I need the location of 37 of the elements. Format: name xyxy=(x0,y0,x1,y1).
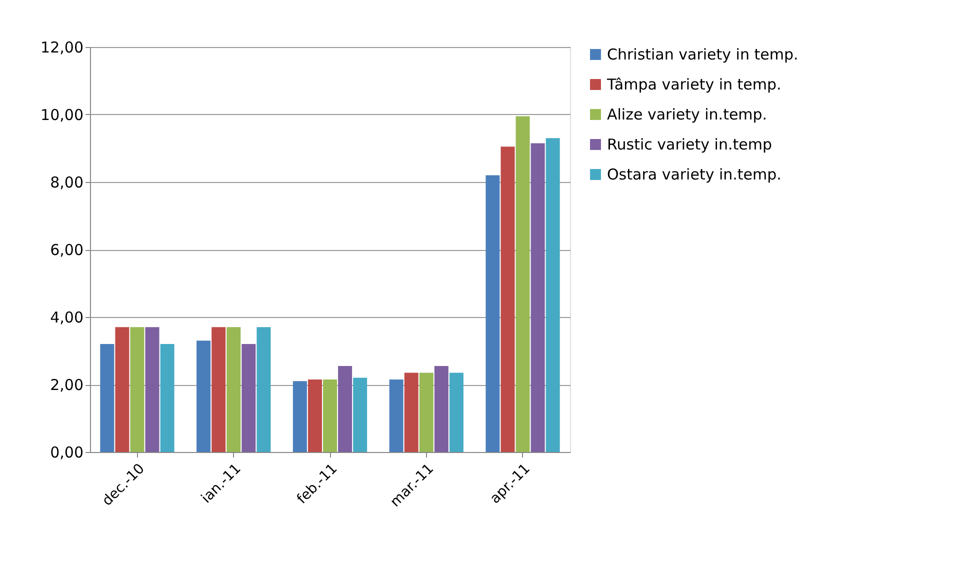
legend-label: Ostara variety in.temp. xyxy=(607,166,782,184)
bar xyxy=(196,340,211,452)
bar xyxy=(486,175,500,452)
legend-label: Rustic variety in.temp xyxy=(607,136,772,154)
bar xyxy=(212,327,226,452)
bar xyxy=(100,344,114,452)
bar xyxy=(256,327,271,452)
bar xyxy=(145,327,160,452)
bar xyxy=(449,372,464,452)
bar xyxy=(226,327,241,452)
y-tick-label: 8,00 xyxy=(50,174,84,192)
bar xyxy=(419,372,434,452)
legend-label: Tâmpa variety in temp. xyxy=(606,76,782,94)
bar xyxy=(130,327,144,452)
y-tick-label: 6,00 xyxy=(50,241,84,259)
legend-label: Alize variety in.temp. xyxy=(607,106,768,124)
bar xyxy=(434,366,448,452)
bar xyxy=(160,344,174,452)
legend-label: Christian variety in temp. xyxy=(607,46,798,64)
bar xyxy=(530,143,545,452)
bar xyxy=(546,138,560,452)
bar xyxy=(404,372,418,452)
y-tick-label: 10,00 xyxy=(40,106,84,124)
bar xyxy=(353,378,368,452)
bar xyxy=(389,379,404,452)
y-tick-label: 12,00 xyxy=(40,38,84,56)
bar xyxy=(242,344,256,452)
y-tick-label: 2,00 xyxy=(50,376,84,394)
bar xyxy=(516,116,530,452)
bar xyxy=(338,366,352,452)
y-tick-label: 0,00 xyxy=(50,444,84,462)
bar xyxy=(115,327,130,452)
bar xyxy=(323,379,337,452)
y-tick-label: 4,00 xyxy=(50,308,84,326)
bar xyxy=(500,146,515,452)
bar xyxy=(292,381,307,452)
bar xyxy=(308,379,322,452)
